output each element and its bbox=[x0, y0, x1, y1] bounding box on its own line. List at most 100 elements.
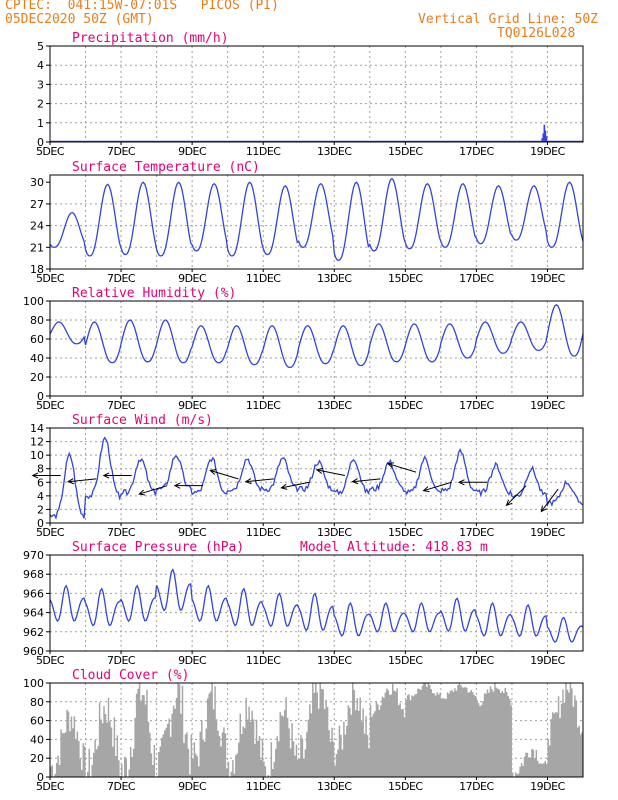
y-tick-label: 60 bbox=[30, 333, 44, 346]
y-tick-label: 40 bbox=[30, 352, 44, 365]
wind-arrow-shaft bbox=[68, 478, 97, 483]
y-tick-label: 100 bbox=[23, 677, 44, 690]
wind-arrow-shaft bbox=[139, 485, 168, 495]
x-tick-label: 5DEC bbox=[36, 780, 65, 793]
y-tick-label: 24 bbox=[30, 220, 44, 233]
wind-arrow-head bbox=[422, 486, 430, 493]
precip-bar bbox=[541, 138, 544, 142]
wind-arrow-head bbox=[102, 472, 110, 479]
y-tick-label: 80 bbox=[30, 696, 44, 709]
panel-2: 18 21 24 27 30 5DEC 7DEC 9DEC 11DEC 13DEC 15DEC 17D… bbox=[30, 160, 584, 285]
x-tick-label: 5DEC bbox=[36, 399, 65, 412]
x-tick-label: 11DEC bbox=[246, 654, 281, 667]
y-tick-label: 4 bbox=[37, 59, 44, 72]
y-tick-label: 0 bbox=[37, 517, 44, 530]
y-tick-label: 962 bbox=[23, 626, 44, 639]
x-tick-label: 17DEC bbox=[459, 399, 494, 412]
x-tick-label: 17DEC bbox=[459, 780, 494, 793]
wind-arrow bbox=[138, 485, 168, 496]
y-tick-label: 4 bbox=[37, 490, 44, 503]
y-tick-label: 1 bbox=[37, 117, 44, 130]
panel-1: 0 1 2 3 4 5 5DEC 7DEC 9DEC 11DEC 13DEC 15DEC 17DEC 19… bbox=[36, 31, 584, 158]
x-tick-label: 15DEC bbox=[388, 780, 423, 793]
precip-bar bbox=[542, 133, 545, 142]
x-tick-label: 11DEC bbox=[246, 780, 281, 793]
y-tick-label: 2 bbox=[37, 98, 44, 111]
x-tick-label: 5DEC bbox=[36, 272, 65, 285]
panel-frame bbox=[49, 45, 584, 143]
x-tick-label: 7DEC bbox=[107, 399, 136, 412]
panel-frame bbox=[49, 174, 584, 270]
x-tick-label: 19DEC bbox=[530, 145, 565, 158]
y-tick-label: 27 bbox=[30, 198, 44, 211]
header-run: 05DEC2020 50Z (GMT) bbox=[5, 12, 154, 27]
x-tick-label: 17DEC bbox=[459, 526, 494, 539]
panel-5: 960 962 964 966 968 970 5DEC 7DEC 9DEC 11DEC 13DEC… bbox=[23, 540, 584, 667]
wind-arrow bbox=[244, 478, 274, 485]
y-tick-label: 18 bbox=[30, 263, 44, 276]
y-tick-label: 0 bbox=[37, 771, 44, 784]
series-line bbox=[49, 177, 584, 262]
x-tick-label: 13DEC bbox=[317, 654, 352, 667]
y-tick-label: 21 bbox=[30, 241, 44, 254]
panel-frame bbox=[49, 554, 584, 652]
y-tick-label: 2 bbox=[37, 503, 44, 516]
x-tick-label: 19DEC bbox=[530, 399, 565, 412]
wind-arrow-head bbox=[457, 479, 465, 486]
source-label: CPTEC: bbox=[5, 0, 52, 13]
x-tick-label: 9DEC bbox=[178, 399, 207, 412]
wind-arrow-head bbox=[31, 472, 39, 479]
y-tick-label: 10 bbox=[30, 449, 44, 462]
x-tick-label: 17DEC bbox=[459, 145, 494, 158]
panel-title: Relative Humidity (%) bbox=[72, 286, 236, 301]
wind-arrow bbox=[386, 462, 417, 473]
x-tick-label: 7DEC bbox=[107, 272, 136, 285]
x-tick-label: 19DEC bbox=[530, 526, 565, 539]
wind-arrow-head bbox=[67, 478, 75, 485]
y-tick-label: 12 bbox=[30, 436, 44, 449]
x-tick-label: 17DEC bbox=[459, 272, 494, 285]
y-tick-label: 964 bbox=[23, 607, 44, 620]
y-tick-label: 6 bbox=[37, 476, 44, 489]
y-tick-label: 968 bbox=[23, 568, 44, 581]
x-tick-label: 13DEC bbox=[317, 526, 352, 539]
x-tick-label: 19DEC bbox=[530, 780, 565, 793]
y-tick-label: 0 bbox=[37, 390, 44, 403]
wind-arrow-shaft bbox=[540, 488, 559, 512]
wind-arrow-head bbox=[280, 483, 288, 490]
wind-arrow-shaft bbox=[316, 469, 346, 476]
wind-arrow-head bbox=[386, 462, 394, 469]
x-tick-label: 7DEC bbox=[107, 526, 136, 539]
wind-arrow-shaft bbox=[423, 481, 452, 492]
header-grid-line: Vertical Grid Line: 50Z bbox=[418, 12, 599, 27]
x-tick-label: 11DEC bbox=[246, 526, 281, 539]
y-tick-label: 100 bbox=[23, 295, 44, 308]
wind-arrow bbox=[457, 479, 488, 486]
y-tick-label: 5 bbox=[37, 40, 44, 53]
wind-arrow-head bbox=[173, 482, 181, 489]
precip-bar bbox=[543, 124, 546, 142]
wind-arrow-shaft bbox=[210, 470, 239, 480]
x-tick-label: 13DEC bbox=[317, 272, 352, 285]
series-line bbox=[49, 436, 584, 520]
y-tick-label: 0 bbox=[37, 136, 44, 149]
panel-frame bbox=[49, 300, 584, 397]
panel-title: Precipitation (mm/h) bbox=[72, 31, 229, 46]
x-tick-label: 7DEC bbox=[107, 654, 136, 667]
wind-arrow-head bbox=[315, 467, 323, 474]
x-tick-label: 7DEC bbox=[107, 145, 136, 158]
precip-bar bbox=[545, 136, 548, 142]
y-tick-label: 14 bbox=[30, 422, 44, 435]
x-tick-label: 9DEC bbox=[178, 526, 207, 539]
wind-arrow bbox=[505, 485, 527, 507]
header-source: CPTEC: 041:15W-07:01S PICOS (PI) bbox=[5, 0, 279, 13]
panel-frame bbox=[49, 682, 584, 778]
x-tick-label: 5DEC bbox=[36, 526, 65, 539]
wind-arrow-shaft bbox=[506, 485, 527, 506]
wind-arrow-shaft bbox=[281, 481, 310, 489]
y-tick-label: 60 bbox=[30, 715, 44, 728]
x-tick-label: 19DEC bbox=[530, 272, 565, 285]
x-tick-label: 5DEC bbox=[36, 145, 65, 158]
